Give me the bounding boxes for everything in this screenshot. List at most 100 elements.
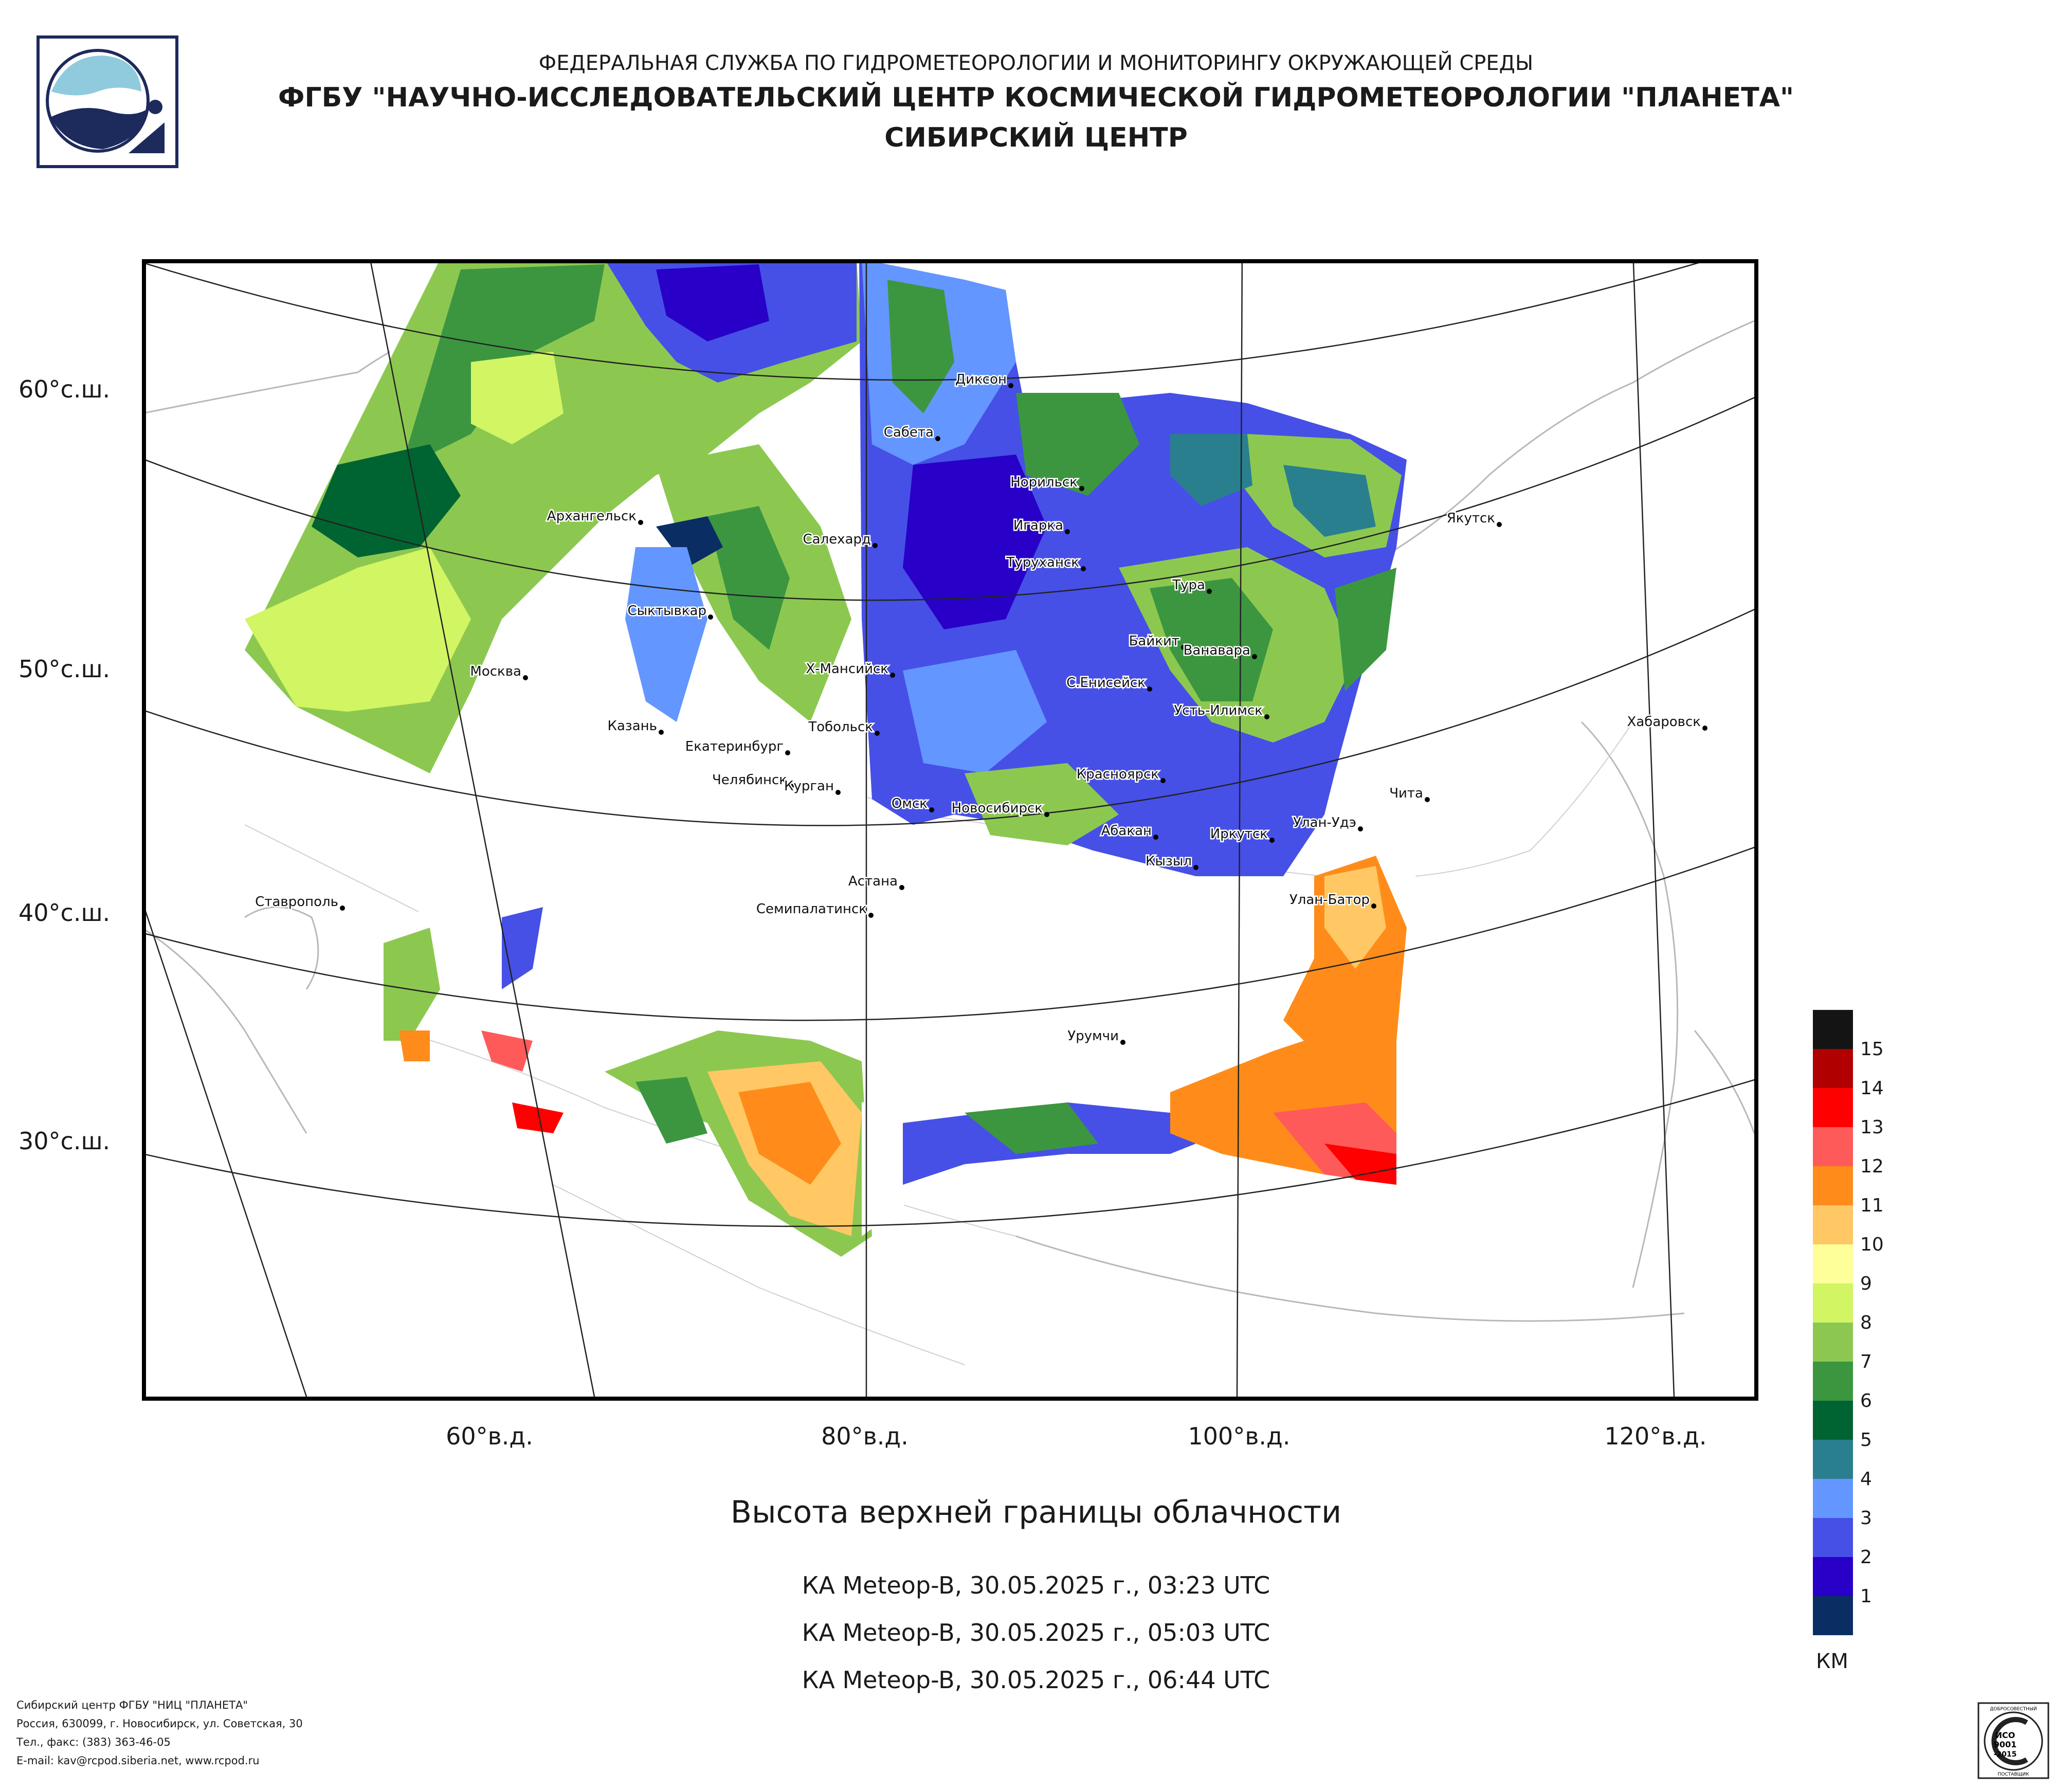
city-dot xyxy=(1207,589,1212,594)
city-label: Улан-Удэ xyxy=(1293,815,1356,830)
legend-label: 9 xyxy=(1860,1273,1872,1294)
pass-line: КА Meteop-B, 30.05.2025 г., 03:23 UTC xyxy=(802,1571,1270,1599)
city-marker: Иркутск xyxy=(1209,825,1275,843)
legend-label: 13 xyxy=(1860,1117,1884,1138)
cert-text: ДОБРОСОВЕСТНЫЙ xyxy=(1990,1706,2037,1712)
legend-unit: КМ xyxy=(1816,1650,1848,1673)
legend-swatch xyxy=(1813,1205,1853,1244)
city-dot xyxy=(789,784,794,789)
city-marker: Москва xyxy=(469,663,528,681)
legend-label: 12 xyxy=(1860,1156,1884,1177)
city-dot xyxy=(1079,486,1084,491)
center-line: СИБИРСКИЙ ЦЕНТР xyxy=(884,122,1188,153)
pass-line: КА Meteop-B, 30.05.2025 г., 06:44 UTC xyxy=(802,1666,1270,1694)
city-dot xyxy=(1702,726,1707,731)
legend-label: 7 xyxy=(1860,1351,1872,1372)
city-marker: Норильск xyxy=(1009,474,1084,492)
city-label: Курган xyxy=(784,779,834,794)
city-marker: Диксон xyxy=(954,371,1013,389)
legend-swatch xyxy=(1813,1010,1853,1049)
city-label: Красноярск xyxy=(1077,767,1159,782)
city-dot xyxy=(875,731,880,736)
pass-line: КА Meteop-B, 30.05.2025 г., 05:03 UTC xyxy=(802,1619,1270,1647)
legend-swatch xyxy=(1813,1596,1853,1635)
city-label: Туруханск xyxy=(1006,555,1079,570)
legend-label: 3 xyxy=(1860,1508,1872,1529)
city-label: Иркутск xyxy=(1210,826,1268,842)
city-dot xyxy=(785,750,790,755)
chart-title: Высота верхней границы облачности xyxy=(730,1494,1342,1530)
city-marker: Абакан xyxy=(1100,822,1158,840)
city-dot xyxy=(1044,812,1049,817)
legend-label: 4 xyxy=(1860,1469,1872,1490)
city-label: Тура xyxy=(1172,577,1205,593)
legend-swatch xyxy=(1813,1323,1853,1362)
city-dot xyxy=(1264,714,1269,719)
city-label: Улан-Батор xyxy=(1289,892,1370,908)
cert-text: ПОСТАВЩИК xyxy=(1998,1772,2030,1777)
city-marker: Омск xyxy=(890,795,934,813)
lat-label: 30°с.ш. xyxy=(19,1127,111,1155)
city-dot xyxy=(868,913,874,918)
cloud-top-height-map: Диксон Сабета Норильск Архангельск Салехард И… xyxy=(142,259,1754,1397)
city-dot xyxy=(1120,1040,1125,1045)
city-label: Новосибирск xyxy=(952,801,1043,816)
city-marker: Астана xyxy=(847,873,904,891)
legend-swatch xyxy=(1813,1440,1853,1479)
city-label: Сабета xyxy=(884,425,934,440)
city-marker: С.Енисейск xyxy=(1065,674,1152,692)
map-canvas: Диксон Сабета Норильск Архангельск Салехард И… xyxy=(142,259,1754,1397)
legend-swatch xyxy=(1813,1088,1853,1127)
city-label: Казань xyxy=(608,718,657,734)
city-dot xyxy=(1153,835,1158,840)
city-label: Кызыл xyxy=(1146,854,1192,869)
legend-swatch xyxy=(1813,1166,1853,1205)
cert-text: ИСО xyxy=(1995,1730,2015,1740)
city-marker: Тура xyxy=(1171,576,1212,594)
city-label: Хабаровск xyxy=(1627,714,1701,730)
city-marker: Тобольск xyxy=(807,718,880,736)
city-label: Урумчи xyxy=(1067,1028,1119,1044)
legend-label: 14 xyxy=(1860,1078,1884,1099)
city-marker: Улан-Батор xyxy=(1288,891,1376,909)
cert-text: -2015 xyxy=(1994,1750,2017,1759)
city-dot xyxy=(523,675,528,680)
city-label: Х-Мансийск xyxy=(806,661,888,677)
city-label: Норильск xyxy=(1010,475,1078,490)
city-dot xyxy=(1008,383,1013,388)
city-marker: Усть-Илимск xyxy=(1173,702,1269,720)
city-marker: Туруханск xyxy=(1005,554,1086,572)
city-label: Усть-Илимск xyxy=(1174,703,1263,718)
city-marker: Кызыл xyxy=(1144,853,1198,871)
lon-label: 60°в.д. xyxy=(446,1422,533,1450)
city-label: Омск xyxy=(892,796,928,811)
legend-swatch xyxy=(1813,1244,1853,1283)
city-dot xyxy=(1358,826,1363,831)
city-dot xyxy=(659,730,664,735)
footer-phone: Тел., факс: (383) 363-46-05 xyxy=(16,1736,171,1748)
city-dot xyxy=(1269,838,1275,843)
city-label: Абакан xyxy=(1101,823,1152,839)
legend-swatch xyxy=(1813,1362,1853,1401)
city-marker: Челябинск xyxy=(711,771,794,789)
city-dot xyxy=(1081,566,1086,571)
city-marker: Сыктывкар xyxy=(626,602,713,620)
city-label: Ставрополь xyxy=(255,894,338,910)
city-dot xyxy=(1497,522,1502,527)
legend-label: 11 xyxy=(1860,1195,1884,1216)
city-marker: Курган xyxy=(783,777,841,795)
city-label: Москва xyxy=(470,664,521,679)
city-marker: Ставрополь xyxy=(254,893,345,911)
city-label: Чита xyxy=(1389,786,1423,801)
graticule xyxy=(142,259,1754,1397)
city-label: Диксон xyxy=(955,372,1007,387)
city-label: Сыктывкар xyxy=(627,603,706,619)
city-label: Салехард xyxy=(803,532,871,547)
city-dot xyxy=(929,807,934,812)
legend-label: 6 xyxy=(1860,1390,1872,1412)
city-dot xyxy=(638,520,643,525)
city-marker: Чита xyxy=(1388,785,1430,803)
city-markers: Диксон Сабета Норильск Архангельск Салехард И… xyxy=(254,371,1707,1045)
lon-label: 120°в.д. xyxy=(1604,1422,1707,1450)
footer-email: E-mail: kav@rcpod.siberia.net, www.rcpod… xyxy=(16,1754,260,1767)
